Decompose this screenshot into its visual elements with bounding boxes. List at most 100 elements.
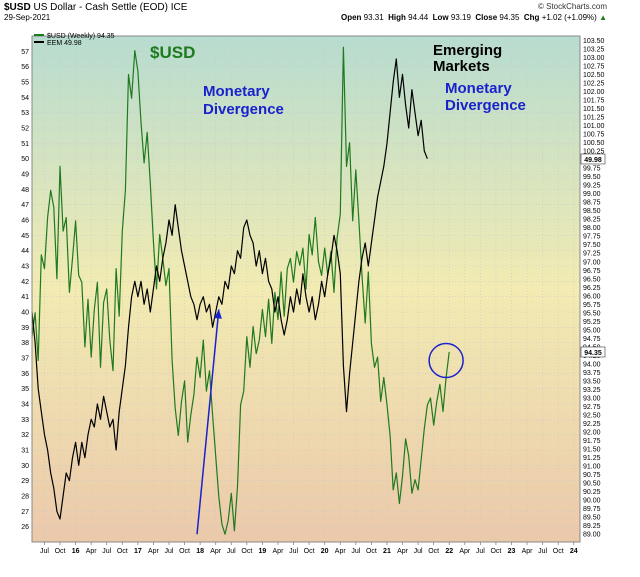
left-tick-label: 52: [21, 126, 29, 133]
left-tick-label: 50: [21, 156, 29, 163]
left-tick-label: 27: [21, 509, 29, 516]
right-tick-label: 102.50: [583, 72, 605, 79]
left-tick-label: 30: [21, 463, 29, 470]
annot-md-right-1: Monetary: [445, 80, 512, 97]
right-tick-label: 97.00: [583, 259, 601, 266]
chg-value: +1.02 (+1.09%): [541, 13, 597, 22]
x-tick-label: Apr: [210, 548, 222, 555]
right-tick-label: 102.25: [583, 80, 605, 87]
x-tick-label: Oct: [304, 548, 315, 555]
high-value: 94.44: [408, 13, 429, 22]
right-tick-label: 91.00: [583, 464, 601, 471]
right-tick-label: 92.75: [583, 404, 601, 411]
x-tick-label: Oct: [553, 548, 564, 555]
x-tick-label: Jul: [476, 548, 485, 555]
x-tick-label: 23: [508, 548, 516, 555]
right-tick-label: 96.00: [583, 293, 601, 300]
left-tick-label: 51: [21, 141, 29, 148]
x-tick-label: Apr: [522, 548, 534, 555]
x-tick-label: 19: [259, 548, 267, 555]
left-tick-label: 43: [21, 264, 29, 271]
right-tick-label: 95.50: [583, 310, 601, 317]
legend-usd: $USD (Weekly) 94.35: [47, 33, 115, 40]
x-tick-label: 22: [445, 548, 453, 555]
right-tick-label: 90.50: [583, 481, 601, 488]
x-tick-label: 18: [196, 548, 204, 555]
copyright-label: © StockCharts.com: [537, 2, 607, 11]
x-tick-label: Apr: [459, 548, 471, 555]
right-tick-label: 89.25: [583, 523, 601, 530]
low-value: 93.19: [450, 13, 471, 22]
right-tick-label: 89.50: [583, 515, 601, 522]
right-tick-label: 96.50: [583, 276, 601, 283]
right-tick-label: 101.00: [583, 123, 605, 130]
right-tick-label: 102.00: [583, 89, 605, 96]
x-tick-label: 20: [321, 548, 329, 555]
right-tick-label: 97.75: [583, 234, 601, 241]
usd-series-line: [31, 46, 450, 535]
left-tick-label: 41: [21, 294, 29, 301]
left-tick-label: 45: [21, 233, 29, 240]
left-tick-label: 47: [21, 202, 29, 209]
right-tick-label: 99.00: [583, 191, 601, 198]
plot-frame: [31, 35, 581, 543]
left-tick-label: 49: [21, 172, 29, 179]
x-tick-label: Apr: [273, 548, 285, 555]
right-tick-label: 89.00: [583, 532, 601, 539]
usd-last-value-tag: [580, 346, 606, 358]
right-tick-label: 94.00: [583, 361, 601, 368]
right-tick-label: 90.25: [583, 489, 601, 496]
right-tick-label: 91.25: [583, 455, 601, 462]
right-tick-label: 98.50: [583, 208, 601, 215]
right-tick-label: 99.25: [583, 183, 601, 190]
left-tick-label: 28: [21, 494, 29, 501]
right-tick-label: 93.25: [583, 387, 601, 394]
legend: $USD (Weekly) 94.35 EEM 49.98: [34, 33, 115, 47]
x-tick-label: Apr: [86, 548, 98, 555]
right-tick-label: 92.25: [583, 421, 601, 428]
left-tick-label: 32: [21, 432, 29, 439]
right-tick-label: 101.25: [583, 115, 605, 122]
left-tick-label: 55: [21, 80, 29, 87]
series-layer: [31, 46, 464, 535]
right-tick-label: 90.00: [583, 498, 601, 505]
instrument-name: US Dollar - Cash Settle (EOD) ICE: [33, 2, 188, 13]
right-tick-label: 100.25: [583, 149, 605, 156]
left-tick-label: 53: [21, 110, 29, 117]
right-tick-label: 96.25: [583, 285, 601, 292]
x-tick-label: Apr: [335, 548, 347, 555]
right-tick-label: 91.75: [583, 438, 601, 445]
x-tick-label: Jul: [538, 548, 547, 555]
x-tick-label: Jul: [227, 548, 236, 555]
left-tick-label: 39: [21, 325, 29, 332]
axes: 26 27 28 29 30 31 32 33 34 35 36 37 38 39 40 41 42 43 44 45…: [21, 38, 606, 555]
right-tick-label: 103.25: [583, 46, 605, 53]
right-tick-label: 91.50: [583, 447, 601, 454]
close-value: 94.35: [499, 13, 520, 22]
right-tick-label: 99.75: [583, 166, 601, 173]
x-tick-label: Oct: [55, 548, 66, 555]
right-tick-label: 103.50: [583, 38, 605, 45]
annot-md-right-2: Divergence: [445, 97, 526, 114]
x-tick-label: Jul: [351, 548, 360, 555]
low-label: Low: [432, 13, 449, 22]
ohlc-readout: Open 93.31 High 94.44 Low 93.19 Close 94…: [341, 13, 607, 22]
right-tick-label: 102.75: [583, 63, 605, 70]
x-tick-label: 17: [134, 548, 142, 555]
annot-em-1: Emerging: [433, 42, 502, 59]
highlight-circle: [428, 342, 464, 379]
left-tick-label: 33: [21, 417, 29, 424]
right-tick-label: 95.00: [583, 327, 601, 334]
left-tick-label: 44: [21, 248, 29, 255]
usd-last-value-tag-label: 94.35: [584, 350, 602, 357]
chg-label: Chg: [523, 13, 540, 22]
x-tick-label: 21: [383, 548, 391, 555]
left-tick-label: 40: [21, 310, 29, 317]
right-tick-label: 95.25: [583, 319, 601, 326]
right-tick-label: 103.00: [583, 55, 605, 62]
annot-md-left-2: Divergence: [203, 101, 284, 118]
left-tick-label: 37: [21, 356, 29, 363]
annot-usd: $USD: [150, 43, 195, 62]
open-label: Open: [340, 13, 362, 22]
x-tick-label: Jul: [414, 548, 423, 555]
